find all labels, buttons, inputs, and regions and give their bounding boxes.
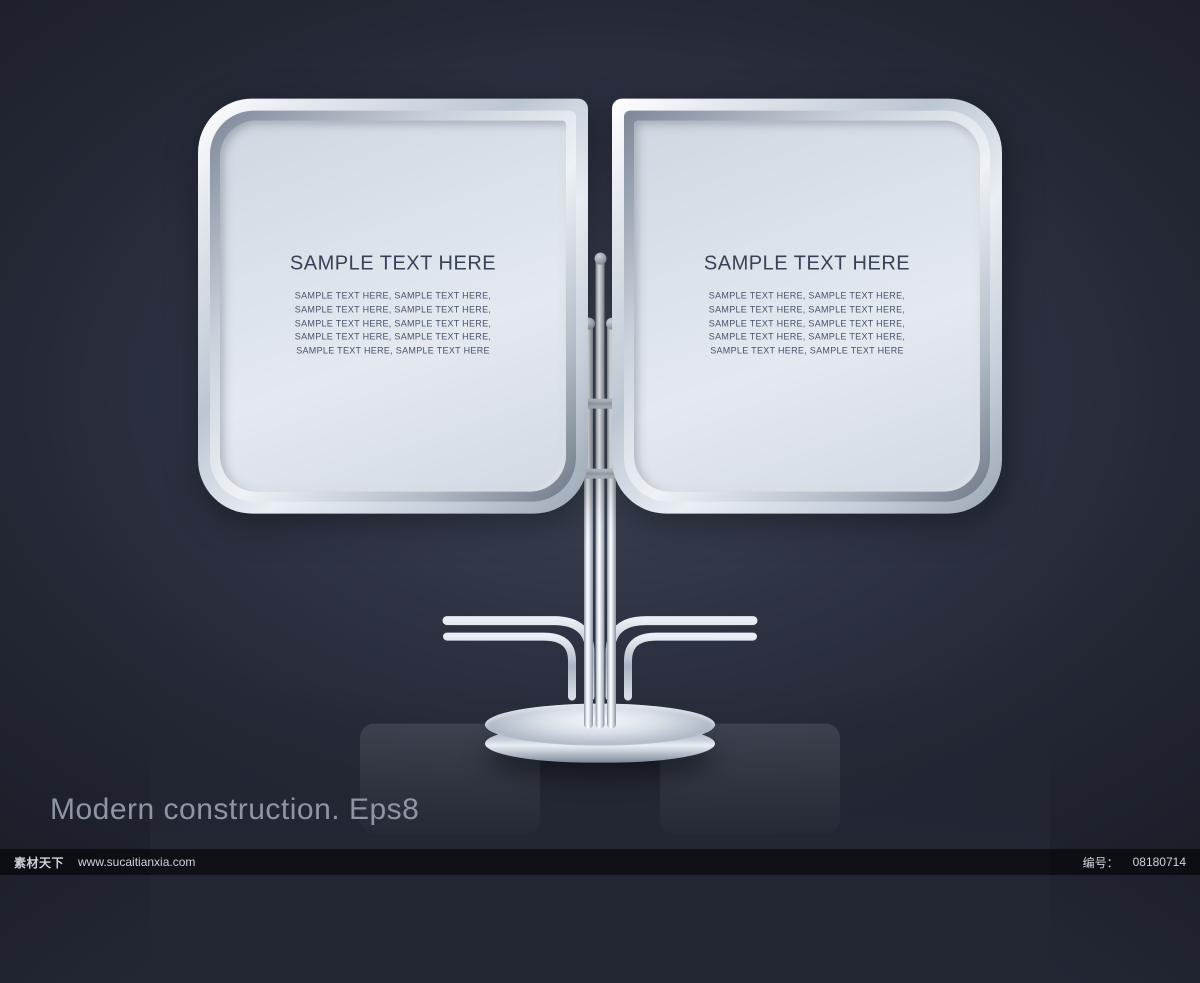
- panel-frame: SAMPLE TEXT HERE SAMPLE TEXT HERE, SAMPL…: [612, 98, 1002, 513]
- sign-construction: SAMPLE TEXT HERE SAMPLE TEXT HERE, SAMPL…: [150, 63, 1050, 783]
- panel-line: SAMPLE TEXT HERE, SAMPLE TEXT HERE: [709, 345, 905, 359]
- panel-line: SAMPLE TEXT HERE, SAMPLE TEXT HERE,: [295, 331, 491, 345]
- panel-line: SAMPLE TEXT HERE, SAMPLE TEXT HERE,: [709, 317, 905, 331]
- caption-text: Modern construction. Eps8: [50, 793, 419, 827]
- panel-line: SAMPLE TEXT HERE, SAMPLE TEXT HERE,: [295, 289, 491, 303]
- panel-body-lines: SAMPLE TEXT HERE, SAMPLE TEXT HERE, SAMP…: [295, 289, 491, 359]
- panel-frame: SAMPLE TEXT HERE SAMPLE TEXT HERE, SAMPL…: [198, 98, 588, 513]
- support-arm-left: [442, 598, 592, 698]
- panel-line: SAMPLE TEXT HERE, SAMPLE TEXT HERE,: [295, 317, 491, 331]
- panel-line: SAMPLE TEXT HERE, SAMPLE TEXT HERE,: [709, 303, 905, 317]
- panel-content: SAMPLE TEXT HERE SAMPLE TEXT HERE, SAMPL…: [634, 120, 980, 491]
- panel-line: SAMPLE TEXT HERE, SAMPLE TEXT HERE,: [295, 303, 491, 317]
- display-panel-right: SAMPLE TEXT HERE SAMPLE TEXT HERE, SAMPL…: [612, 98, 1002, 513]
- panel-content: SAMPLE TEXT HERE SAMPLE TEXT HERE, SAMPL…: [220, 120, 566, 491]
- footer-url: www.sucaitianxia.com: [78, 855, 195, 869]
- footer-id-value: 08180714: [1133, 855, 1186, 869]
- watermark-footer: 素材天下 www.sucaitianxia.com 编号： 08180714: [0, 849, 1200, 875]
- panel-line: SAMPLE TEXT HERE, SAMPLE TEXT HERE,: [709, 289, 905, 303]
- panel-body-lines: SAMPLE TEXT HERE, SAMPLE TEXT HERE, SAMP…: [709, 289, 905, 359]
- panel-title: SAMPLE TEXT HERE: [290, 252, 496, 275]
- display-panel-left: SAMPLE TEXT HERE SAMPLE TEXT HERE, SAMPL…: [198, 98, 588, 513]
- panel-line: SAMPLE TEXT HERE, SAMPLE TEXT HERE,: [709, 331, 905, 345]
- footer-id-label: 编号：: [1083, 854, 1119, 871]
- support-arm-right: [608, 598, 758, 698]
- panel-title: SAMPLE TEXT HERE: [704, 252, 910, 275]
- pole-center: [596, 258, 605, 728]
- panel-line: SAMPLE TEXT HERE, SAMPLE TEXT HERE: [295, 345, 491, 359]
- footer-brand: 素材天下: [14, 854, 64, 871]
